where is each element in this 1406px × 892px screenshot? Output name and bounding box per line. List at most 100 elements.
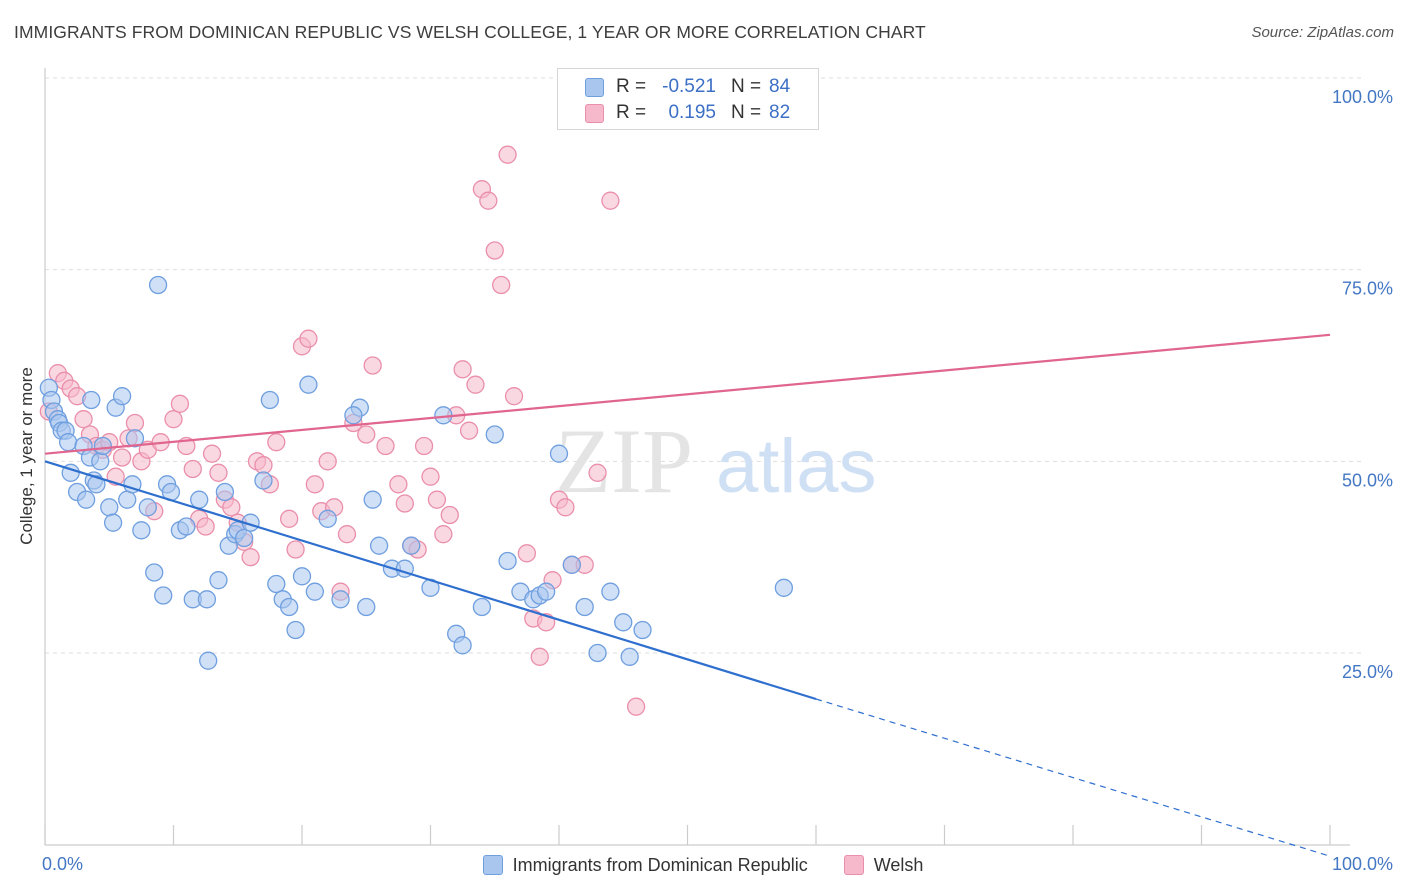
dominican-point — [318, 509, 337, 528]
welsh-point — [504, 387, 524, 406]
dominican-point — [118, 490, 137, 509]
r-label: R = — [616, 102, 647, 123]
welsh-point — [440, 505, 459, 525]
dominican-point — [537, 582, 556, 601]
dominican-point — [299, 375, 318, 394]
welsh-point — [626, 697, 646, 716]
dominican-point — [254, 471, 273, 490]
dominican-point — [138, 498, 157, 517]
welsh-point — [492, 275, 511, 295]
dominican-point — [369, 536, 389, 555]
welsh-point — [485, 241, 504, 260]
dominican-point — [82, 390, 101, 410]
welsh-point — [421, 467, 440, 486]
dominican-point — [562, 555, 581, 574]
welsh-point — [434, 525, 453, 544]
dominican-point — [58, 433, 78, 452]
grid-lines — [45, 77, 1365, 654]
legend-label-dominican: Immigrants from Dominican Republic — [512, 854, 808, 875]
welsh-point — [202, 444, 222, 463]
dominican-point — [620, 647, 639, 666]
legend-label-welsh: Welsh — [873, 854, 924, 875]
dominican-point — [549, 444, 569, 463]
dominican-point — [575, 597, 594, 617]
dominican-point — [472, 597, 492, 617]
dominican-point — [260, 390, 280, 410]
dominican-point — [485, 425, 504, 444]
welsh-point — [209, 463, 228, 482]
welsh-point — [254, 456, 273, 475]
r-value: -0.521 — [662, 76, 716, 97]
welsh-point — [453, 360, 472, 379]
pink-swatch — [585, 104, 604, 123]
n-label: N = — [731, 102, 762, 123]
r-label: R = — [616, 76, 647, 97]
dominican-point — [125, 429, 145, 448]
dominican-point — [177, 517, 196, 536]
dominican-point — [588, 643, 607, 663]
dominican-point — [148, 275, 168, 295]
welsh-point — [498, 145, 517, 164]
welsh-point — [299, 329, 318, 348]
welsh-point — [222, 498, 241, 517]
welsh-point — [267, 433, 286, 452]
dominican-point — [286, 620, 305, 640]
dominican-point — [279, 597, 299, 617]
welsh-point — [479, 191, 498, 210]
dominican-point — [235, 528, 254, 548]
dominican-point — [199, 651, 218, 670]
r-value: 0.195 — [668, 102, 716, 123]
welsh-points — [39, 68, 671, 716]
source-label: Source: ZipAtlas.com — [1251, 24, 1394, 41]
dominican-point — [357, 597, 376, 617]
welsh-point — [389, 475, 408, 494]
welsh-point — [318, 452, 337, 471]
legend-item-dominican[interactable]: Immigrants from Dominican Republic — [482, 854, 808, 876]
dominican-point — [132, 521, 151, 540]
welsh-point — [414, 436, 434, 456]
n-value: 82 — [769, 102, 791, 123]
axes — [44, 68, 1350, 846]
dominican-point — [197, 590, 217, 609]
dominican-point — [363, 490, 382, 509]
legend-item-welsh[interactable]: Welsh — [843, 854, 924, 876]
y-tick-label: 50.0% — [1342, 470, 1393, 490]
dominican-point — [344, 406, 363, 425]
welsh-point — [183, 459, 202, 479]
welsh-point — [279, 509, 299, 528]
dominican-point — [93, 436, 112, 456]
dominican-point — [76, 490, 96, 509]
welsh-point — [164, 410, 183, 429]
welsh-point — [376, 436, 395, 456]
welsh-point — [588, 463, 607, 482]
n-label: N = — [731, 76, 762, 97]
watermark-zip: ZIP — [555, 410, 693, 512]
dominican-point — [154, 586, 173, 605]
dominican-point — [498, 551, 517, 571]
dominican-point — [601, 582, 620, 601]
dominican-point — [331, 590, 350, 609]
dominican-point — [402, 536, 421, 555]
welsh-point — [357, 425, 376, 444]
trend-lines — [44, 333, 1331, 857]
dominican-trend-extension — [815, 698, 1331, 857]
welsh-point — [517, 544, 537, 563]
welsh-trend-line — [44, 333, 1331, 455]
welsh-point — [601, 191, 620, 210]
dominican-point — [100, 498, 119, 517]
dominican-point — [453, 636, 472, 655]
dominican-point — [267, 574, 286, 594]
welsh-point — [459, 421, 479, 440]
n-value: 84 — [769, 76, 791, 97]
y-tick-label: 100.0% — [1332, 87, 1393, 107]
welsh-point — [112, 448, 132, 467]
welsh-point — [196, 517, 215, 536]
dominican-point — [103, 513, 123, 532]
welsh-point — [305, 475, 325, 494]
stats-legend: R = -0.521 N = 84 R = 0.195 N = 82 — [557, 68, 819, 130]
legend-swatch-pink — [843, 855, 864, 875]
dominican-point — [305, 582, 325, 601]
dominican-point — [215, 482, 235, 502]
dominican-point — [209, 571, 228, 590]
welsh-point — [556, 498, 575, 517]
